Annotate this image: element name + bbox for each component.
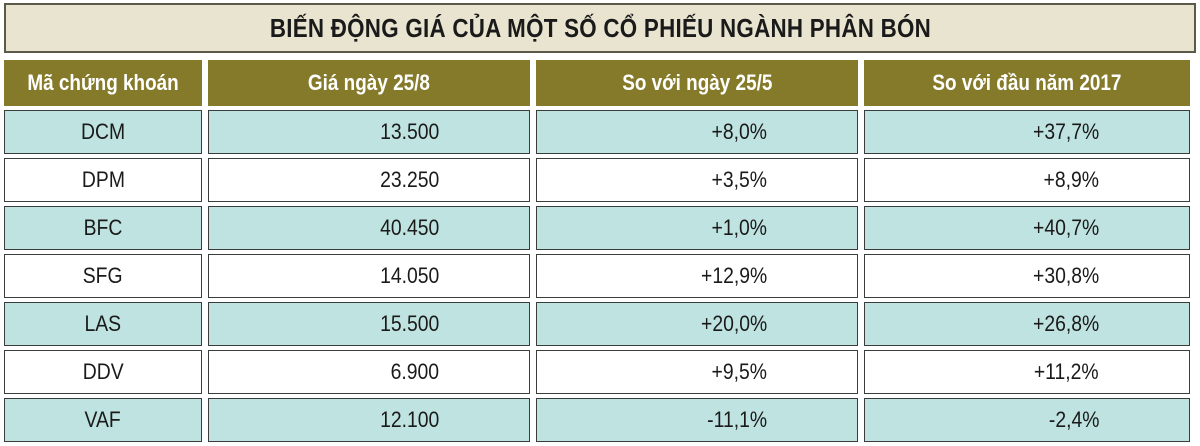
cell-vs-ytd: -2,4% [864, 398, 1190, 442]
column-header-vs-ytd: So với đầu năm 2017 [864, 60, 1190, 106]
table-title: BIẾN ĐỘNG GIÁ CỦA MỘT SỐ CỔ PHIẾU NGÀNH … [4, 3, 1196, 53]
cell-price: 6.900 [208, 350, 530, 394]
cell-vs-may: +1,0% [536, 206, 858, 250]
column-header-vs-may: So với ngày 25/5 [536, 60, 858, 106]
cell-price: 15.500 [208, 302, 530, 346]
table-row: DDV 6.900 +9,5% +11,2% [4, 350, 1190, 394]
cell-price: 23.250 [208, 158, 530, 202]
table-row: DPM 23.250 +3,5% +8,9% [4, 158, 1190, 202]
table-row: VAF 12.100 -11,1% -2,4% [4, 398, 1190, 442]
cell-vs-ytd: +11,2% [864, 350, 1190, 394]
table-row: LAS 15.500 +20,0% +26,8% [4, 302, 1190, 346]
cell-vs-may: +20,0% [536, 302, 858, 346]
cell-price: 12.100 [208, 398, 530, 442]
cell-vs-ytd: +26,8% [864, 302, 1190, 346]
cell-code: LAS [4, 302, 202, 346]
table-row: BFC 40.450 +1,0% +40,7% [4, 206, 1190, 250]
cell-code: DDV [4, 350, 202, 394]
cell-code: DPM [4, 158, 202, 202]
cell-vs-ytd: +8,9% [864, 158, 1190, 202]
cell-vs-may: -11,1% [536, 398, 858, 442]
cell-vs-ytd: +37,7% [864, 110, 1190, 154]
table-row: DCM 13.500 +8,0% +37,7% [4, 110, 1190, 154]
cell-vs-may: +9,5% [536, 350, 858, 394]
cell-vs-may: +8,0% [536, 110, 858, 154]
header-row: Mã chứng khoán Giá ngày 25/8 So với ngày… [4, 60, 1190, 106]
cell-vs-ytd: +40,7% [864, 206, 1190, 250]
cell-price: 40.450 [208, 206, 530, 250]
cell-vs-may: +12,9% [536, 254, 858, 298]
table-title-text: BIẾN ĐỘNG GIÁ CỦA MỘT SỐ CỔ PHIẾU NGÀNH … [269, 12, 931, 43]
table-figure: BIẾN ĐỘNG GIÁ CỦA MỘT SỐ CỔ PHIẾU NGÀNH … [4, 3, 1196, 442]
cell-vs-ytd: +30,8% [864, 254, 1190, 298]
cell-code: VAF [4, 398, 202, 442]
cell-price: 13.500 [208, 110, 530, 154]
cell-code: SFG [4, 254, 202, 298]
column-header-price: Giá ngày 25/8 [208, 60, 530, 106]
cell-code: BFC [4, 206, 202, 250]
column-header-code: Mã chứng khoán [4, 60, 202, 106]
cell-code: DCM [4, 110, 202, 154]
table-row: SFG 14.050 +12,9% +30,8% [4, 254, 1190, 298]
cell-price: 14.050 [208, 254, 530, 298]
price-table: Mã chứng khoán Giá ngày 25/8 So với ngày… [0, 56, 1196, 446]
cell-vs-may: +3,5% [536, 158, 858, 202]
